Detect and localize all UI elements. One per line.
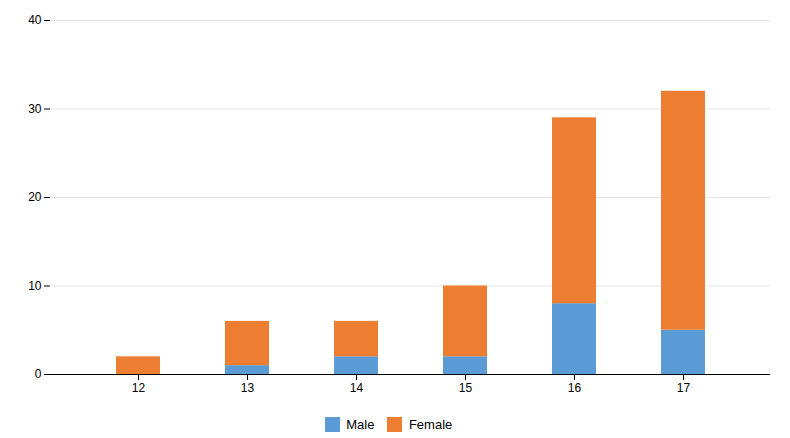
svg-text:13: 13 [241, 381, 255, 395]
svg-text:30: 30 [28, 102, 42, 116]
svg-text:12: 12 [132, 381, 146, 395]
html-text:Female: Female [408, 417, 453, 432]
svg-text:16: 16 [568, 381, 582, 395]
svg-text:15: 15 [459, 381, 473, 395]
svg-text:17: 17 [677, 381, 691, 395]
svg-text:40: 40 [28, 13, 42, 27]
svg-text:14: 14 [350, 381, 364, 395]
svg-text:20: 20 [28, 190, 42, 204]
svg-text:0: 0 [35, 367, 42, 381]
html-text:Male: Male [346, 417, 375, 432]
svg-text:10: 10 [28, 279, 42, 293]
